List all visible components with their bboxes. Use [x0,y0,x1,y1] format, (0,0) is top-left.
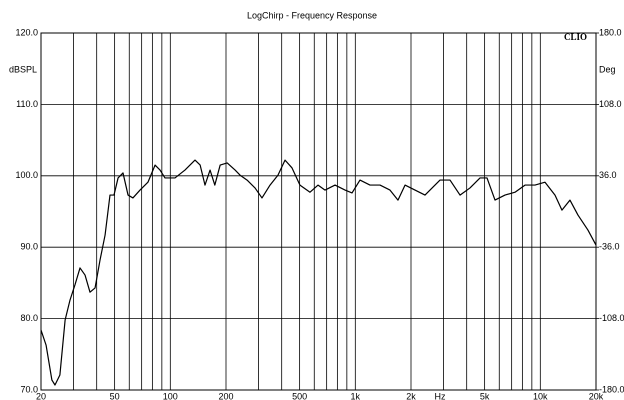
y2-tick-label: 180.0 [599,27,622,37]
response-line [40,159,597,386]
y-tick-label: 110.0 [16,99,38,109]
y-tick-label: 100.0 [15,170,38,180]
y2-tick-label: -180.0 [599,384,624,394]
plot-frame [40,32,597,391]
x-tick-label: 200 [218,391,233,400]
x-tick-label: 50 [110,391,120,400]
y-tick-label: 120.0 [15,27,38,37]
y2-tick-label: 36.0 [599,170,617,180]
x-tick-label: 100 [163,391,178,400]
x-tick-label: 5k [480,391,490,400]
y-unit: dBSPL [9,64,37,74]
y2-tick-label: 108.0 [599,99,622,109]
y-tick-label: 90.0 [20,242,38,252]
x-tick-label: 500 [292,391,307,400]
x-tick-label: 20 [36,391,46,400]
logo: CLIO [564,32,587,42]
y2-tick-label: -108.0 [599,313,624,323]
y-tick-label: 70.0 [20,384,38,394]
x-tick-label: 1k [351,391,361,400]
x-tick-label: 10k [533,391,548,400]
y-tick-label: 80.0 [20,313,38,323]
y2-tick-label: -36.0 [599,242,620,252]
x-unit: Hz [435,391,446,400]
x-tick-label: 20k [589,391,604,400]
x-tick-label: 2k [406,391,416,400]
y2-unit: Deg [599,64,616,74]
chart-title: LogChirp - Frequency Response [247,10,377,20]
